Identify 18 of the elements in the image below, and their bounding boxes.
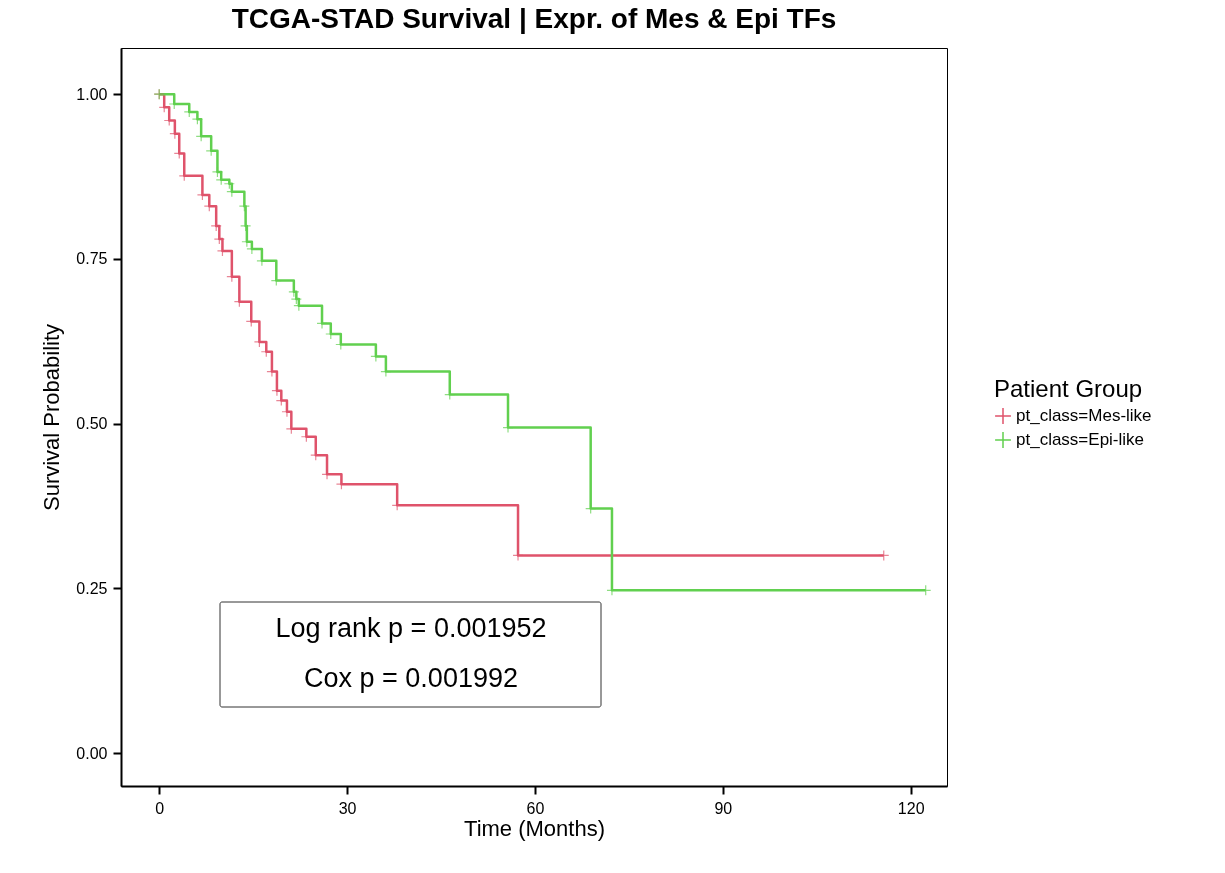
y-axis-title: Survival Probability (39, 323, 65, 512)
x-tick-label: 0 (155, 799, 165, 817)
annotation: Cox p = 0.001992 (304, 663, 518, 693)
y-tick-label: 1.00 (76, 85, 108, 103)
annotation: Log rank p = 0.001952 (275, 613, 547, 643)
legend-label: pt_class=Epi-like (1016, 430, 1145, 449)
x-tick-label: 120 (897, 799, 925, 817)
y-tick-label: 0.25 (76, 579, 108, 597)
legend-title: Patient Group (994, 375, 1143, 402)
x-tick-label: 60 (526, 799, 545, 817)
chart-title: TCGA-STAD Survival | Expr. of Mes & Epi TFs (231, 3, 837, 34)
y-tick-label: 0.75 (76, 250, 108, 268)
legend-label: pt_class=Mes-like (1016, 406, 1152, 425)
x-tick-label: 90 (714, 799, 733, 817)
x-tick-label: 30 (338, 799, 357, 817)
y-tick-label: 0.50 (76, 415, 108, 433)
x-axis-title: Time (Months) (464, 815, 605, 841)
y-tick-label: 0.00 (76, 744, 108, 762)
